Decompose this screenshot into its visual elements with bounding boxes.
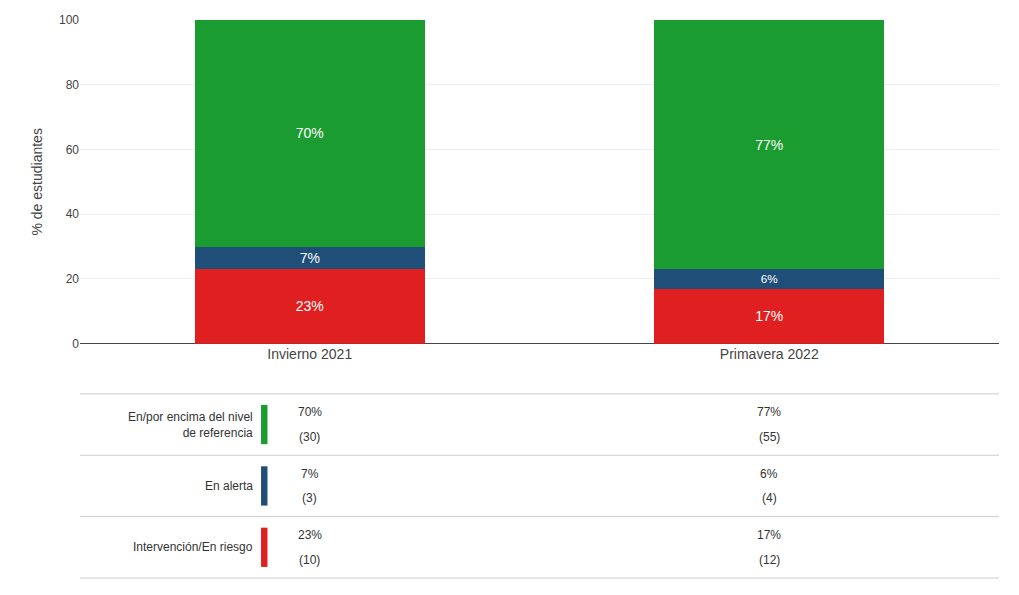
- svg-text:Primavera 2022: Primavera 2022: [720, 346, 819, 362]
- svg-text:70%: 70%: [296, 125, 324, 141]
- svg-text:(12): (12): [759, 553, 780, 567]
- svg-text:17%: 17%: [755, 308, 783, 324]
- svg-text:7%: 7%: [301, 467, 319, 481]
- svg-text:100: 100: [59, 13, 79, 27]
- svg-text:Invierno 2021: Invierno 2021: [267, 346, 352, 362]
- svg-text:20: 20: [66, 272, 80, 286]
- svg-text:(10): (10): [299, 553, 320, 567]
- svg-text:(4): (4): [762, 491, 777, 505]
- svg-text:23%: 23%: [298, 528, 322, 542]
- svg-text:(30): (30): [299, 430, 320, 444]
- svg-text:En alerta: En alerta: [205, 479, 253, 493]
- svg-text:% de estudiantes: % de estudiantes: [29, 128, 45, 235]
- svg-text:(3): (3): [302, 491, 317, 505]
- svg-text:40: 40: [66, 207, 80, 221]
- svg-text:0: 0: [72, 337, 79, 351]
- svg-text:6%: 6%: [760, 467, 778, 481]
- svg-text:77%: 77%: [755, 137, 783, 153]
- svg-text:Intervención/En riesgo: Intervención/En riesgo: [133, 540, 253, 554]
- svg-text:60: 60: [66, 143, 80, 157]
- svg-text:7%: 7%: [300, 250, 320, 266]
- svg-text:17%: 17%: [757, 528, 781, 542]
- svg-text:En/por encima del nivelde refe: En/por encima del nivelde referencia: [128, 410, 253, 440]
- svg-text:77%: 77%: [757, 405, 781, 419]
- svg-text:6%: 6%: [761, 272, 779, 285]
- svg-text:(55): (55): [759, 430, 780, 444]
- svg-text:23%: 23%: [296, 298, 324, 314]
- svg-text:80: 80: [66, 78, 80, 92]
- svg-text:70%: 70%: [298, 405, 322, 419]
